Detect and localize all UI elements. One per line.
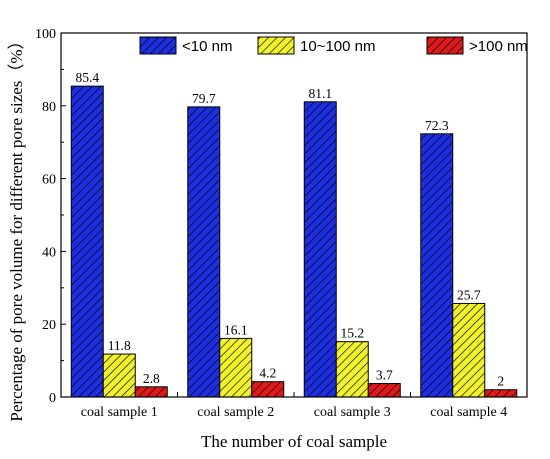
- data-label: 4.2: [259, 366, 276, 381]
- data-label: 72.3: [425, 118, 449, 133]
- bar-3-2: [251, 381, 285, 398]
- x-tick-label: coal sample 2: [197, 405, 274, 420]
- y-tick-label: 60: [42, 173, 56, 188]
- bar-3-3: [367, 383, 401, 398]
- x-tick-label: coal sample 4: [430, 405, 507, 420]
- x-axis-title: The number of coal sample: [201, 432, 387, 451]
- data-label: 79.7: [192, 91, 216, 106]
- y-axis-title: Percentage of pore volume for different …: [7, 32, 26, 421]
- bar-1-3: [303, 101, 337, 398]
- bar-3-1: [134, 386, 168, 398]
- bar-1-4: [420, 133, 454, 398]
- data-label: 81.1: [308, 86, 332, 101]
- data-label: 85.4: [75, 70, 99, 85]
- legend-swatch-2: [257, 36, 295, 55]
- x-tick-label: coal sample 1: [81, 405, 158, 420]
- bar-2-2: [219, 337, 253, 398]
- y-tick-label: 80: [42, 100, 56, 115]
- legend-label-2: 10~100 nm: [300, 38, 375, 55]
- y-tick-label: 100: [35, 27, 56, 42]
- data-label: 15.2: [340, 326, 364, 341]
- bar-1-1: [70, 85, 104, 398]
- bar-2-3: [335, 341, 369, 398]
- data-label: 2.8: [143, 371, 160, 386]
- bar-1-2: [187, 106, 221, 398]
- x-tick-label: coal sample 3: [314, 405, 391, 420]
- legend-label-1: <10 nm: [182, 38, 232, 55]
- bar-2-1: [102, 353, 136, 398]
- y-tick-label: 0: [49, 391, 56, 406]
- data-label: 16.1: [224, 322, 248, 337]
- data-label: 25.7: [457, 287, 481, 302]
- y-tick-label: 20: [42, 318, 56, 333]
- legend-swatch-1: [139, 36, 177, 55]
- bar-2-4: [452, 302, 486, 398]
- legend-label-3: >100 nm: [469, 38, 528, 55]
- data-label: 3.7: [376, 368, 393, 383]
- bar-3-4: [484, 389, 518, 398]
- data-label: 2: [497, 374, 504, 389]
- data-label: 11.8: [108, 338, 131, 353]
- legend-swatch-3: [426, 36, 464, 55]
- legend: <10 nm 10~100 nm >100 nm: [139, 36, 528, 55]
- y-tick-label: 40: [42, 245, 56, 260]
